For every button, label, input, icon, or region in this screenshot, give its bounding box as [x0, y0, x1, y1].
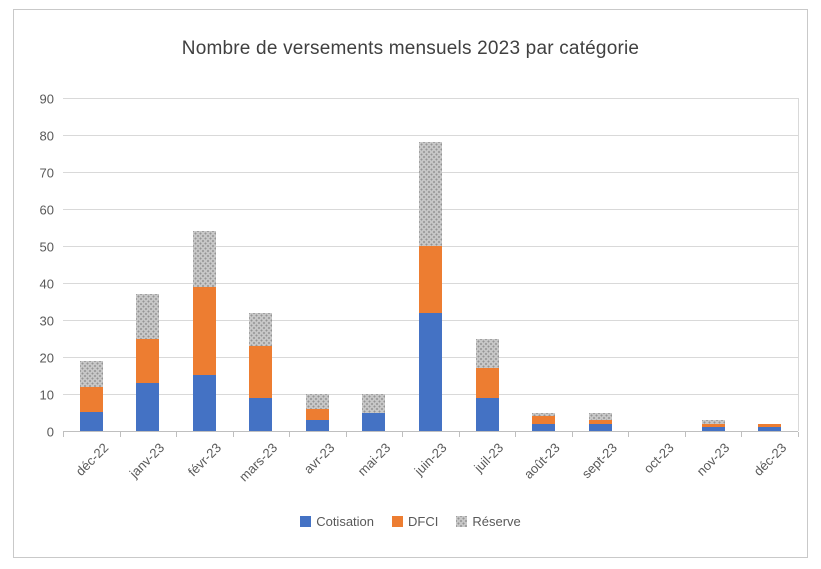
chart-legend: Cotisation DFCI Réserve — [14, 514, 807, 529]
x-axis-tick — [458, 432, 460, 437]
bar-segment-réserve-juil-23[interactable] — [475, 338, 499, 369]
bar-stack-févr-23 — [192, 231, 216, 431]
bar-stack-août-23 — [532, 412, 556, 431]
bar-segment-cotisation-mars-23[interactable] — [249, 397, 273, 431]
x-axis-label: mai-23 — [354, 440, 394, 479]
y-axis-label: 80 — [39, 128, 54, 143]
bar-stack-nov-23 — [701, 419, 725, 431]
legend-label-réserve: Réserve — [472, 514, 521, 529]
x-axis-label: nov-23 — [694, 440, 733, 479]
bar-segment-cotisation-avr-23[interactable] — [305, 419, 329, 431]
bar-stack-sept-23 — [588, 412, 612, 431]
bar-segment-cotisation-janv-23[interactable] — [136, 382, 160, 431]
bar-segment-dfci-déc-22[interactable] — [79, 386, 103, 413]
bar-segment-réserve-févr-23[interactable] — [192, 231, 216, 287]
legend-swatch-dfci — [392, 516, 404, 527]
bar-segment-cotisation-déc-22[interactable] — [79, 412, 103, 431]
bar-stack-déc-23 — [758, 423, 782, 431]
legend-label-dfci: DFCI — [408, 514, 439, 529]
bar-segment-réserve-mai-23[interactable] — [362, 394, 386, 413]
bar-segment-cotisation-mai-23[interactable] — [362, 412, 386, 431]
bar-segment-cotisation-juil-23[interactable] — [475, 397, 499, 431]
plot-border-right — [798, 98, 799, 431]
y-axis-label: 70 — [39, 165, 54, 180]
x-axis-label: août-23 — [521, 440, 564, 482]
bar-segment-dfci-août-23[interactable] — [532, 416, 556, 424]
y-axis-label: 50 — [39, 239, 54, 254]
bar-segment-cotisation-août-23[interactable] — [532, 423, 556, 431]
x-axis-tick — [741, 432, 743, 437]
bar-segment-dfci-juin-23[interactable] — [419, 246, 442, 313]
bar-stack-avr-23 — [305, 394, 329, 431]
bar-stack-mars-23 — [249, 312, 273, 431]
x-axis-tick — [345, 432, 347, 437]
bar-stack-déc-22 — [79, 360, 103, 431]
bar-segment-dfci-nov-23[interactable] — [701, 423, 725, 428]
bar-segment-dfci-mars-23[interactable] — [249, 345, 273, 398]
bar-segment-réserve-nov-23[interactable] — [701, 419, 725, 424]
x-axis-tick — [119, 432, 121, 437]
bar-segment-dfci-avr-23[interactable] — [305, 408, 329, 420]
x-axis-label: déc-22 — [72, 440, 111, 479]
x-axis-label: juin-23 — [411, 440, 451, 479]
bar-stack-mai-23 — [362, 394, 386, 431]
bar-segment-dfci-déc-23[interactable] — [758, 423, 782, 428]
bar-segment-réserve-avr-23[interactable] — [305, 394, 329, 409]
legend-item-réserve[interactable]: Réserve — [456, 514, 521, 529]
bar-segment-réserve-janv-23[interactable] — [136, 294, 160, 339]
bar-segment-réserve-mars-23[interactable] — [249, 312, 273, 346]
y-axis-label: 30 — [39, 313, 54, 328]
chart-card: Nombre de versements mensuels 2023 par c… — [13, 9, 808, 558]
bar-segment-cotisation-sept-23[interactable] — [588, 423, 612, 431]
bar-segment-réserve-août-23[interactable] — [532, 412, 556, 417]
legend-item-cotisation[interactable]: Cotisation — [300, 514, 374, 529]
x-axis-label: avr-23 — [300, 440, 338, 477]
x-axis-tick — [515, 432, 517, 437]
x-axis-label: mars-23 — [236, 440, 281, 485]
legend-swatch-réserve — [456, 516, 468, 527]
x-axis-tick — [176, 432, 178, 437]
y-axis-label: 40 — [39, 276, 54, 291]
y-axis-label: 10 — [39, 387, 54, 402]
bar-segment-cotisation-déc-23[interactable] — [758, 427, 782, 431]
bar-segment-réserve-déc-22[interactable] — [79, 360, 103, 387]
x-axis-tick — [63, 432, 64, 437]
bar-segment-réserve-sept-23[interactable] — [588, 412, 612, 420]
x-axis-label: déc-23 — [750, 440, 790, 479]
x-axis-tick — [232, 432, 234, 437]
x-axis-line — [63, 431, 798, 432]
legend-item-dfci[interactable]: DFCI — [392, 514, 438, 529]
x-axis-tick — [571, 432, 573, 437]
y-axis-label: 60 — [39, 202, 54, 217]
x-axis-tick — [798, 432, 799, 437]
x-axis-tick — [684, 432, 686, 437]
bar-segment-dfci-juil-23[interactable] — [475, 368, 499, 398]
chart-title: Nombre de versements mensuels 2023 par c… — [181, 38, 640, 59]
bar-segment-dfci-janv-23[interactable] — [136, 338, 160, 383]
x-axis-tick — [628, 432, 630, 437]
gridline — [63, 135, 798, 136]
y-axis-label: 90 — [39, 91, 54, 106]
x-axis-tick — [289, 432, 291, 437]
x-axis-tick — [402, 432, 404, 437]
gridline — [63, 98, 798, 99]
legend-swatch-cotisation — [300, 516, 312, 527]
bar-segment-cotisation-juin-23[interactable] — [419, 312, 442, 431]
bar-stack-juin-23 — [419, 142, 442, 431]
legend-label-cotisation: Cotisation — [316, 514, 375, 529]
bar-segment-réserve-juin-23[interactable] — [419, 142, 442, 246]
bar-segment-cotisation-févr-23[interactable] — [192, 375, 216, 431]
x-axis-label: sept-23 — [578, 440, 620, 482]
bar-segment-dfci-sept-23[interactable] — [588, 419, 612, 424]
x-axis-label: févr-23 — [184, 440, 224, 480]
y-axis-label: 0 — [46, 424, 54, 439]
y-axis-label: 20 — [39, 350, 54, 365]
x-axis-label: juil-23 — [471, 440, 507, 476]
x-axis-label: oct-23 — [640, 440, 677, 477]
bar-stack-juil-23 — [475, 338, 499, 431]
bar-segment-cotisation-nov-23[interactable] — [701, 427, 725, 431]
bar-segment-dfci-févr-23[interactable] — [192, 286, 216, 376]
x-axis-label: janv-23 — [126, 440, 168, 481]
bar-stack-janv-23 — [136, 294, 160, 431]
